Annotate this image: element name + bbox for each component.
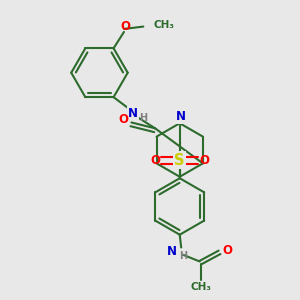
Text: N: N xyxy=(167,244,176,258)
Text: H: H xyxy=(139,113,147,123)
Text: N: N xyxy=(128,107,138,120)
Text: CH₃: CH₃ xyxy=(190,282,212,292)
Text: S: S xyxy=(175,153,185,168)
Text: O: O xyxy=(222,244,232,257)
Text: O: O xyxy=(118,113,128,126)
Text: O: O xyxy=(199,154,209,167)
Text: N: N xyxy=(176,110,186,123)
Text: O: O xyxy=(150,154,160,167)
Text: O: O xyxy=(121,20,130,33)
Text: CH₃: CH₃ xyxy=(154,20,175,30)
Text: H: H xyxy=(179,250,188,260)
